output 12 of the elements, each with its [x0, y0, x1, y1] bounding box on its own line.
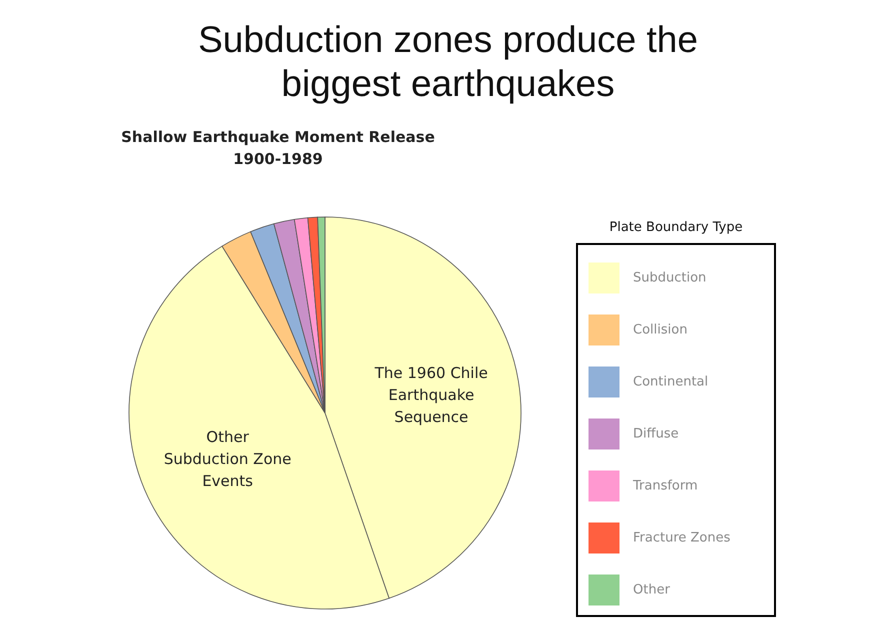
slice-label: The 1960 Chile Earthquake Sequence [374, 364, 488, 426]
text: Subduction [633, 270, 706, 286]
legend-label: Continental [633, 374, 708, 390]
legend-label: Collision [633, 322, 688, 338]
legend-label: Fracture Zones [633, 530, 731, 546]
legend-label: Other [633, 582, 671, 598]
chart-title: Subduction zones produce the biggest earthquakes [197, 18, 699, 106]
legend-label: Transform [632, 478, 698, 494]
chart-subtitle: Shallow Earthquake Moment Release 1900-1989 [120, 127, 436, 170]
slice-label: Other Subduction Zone Events [164, 428, 292, 490]
legend-label: Diffuse [633, 426, 679, 442]
legend-title: Plate Boundary Type [608, 220, 744, 235]
